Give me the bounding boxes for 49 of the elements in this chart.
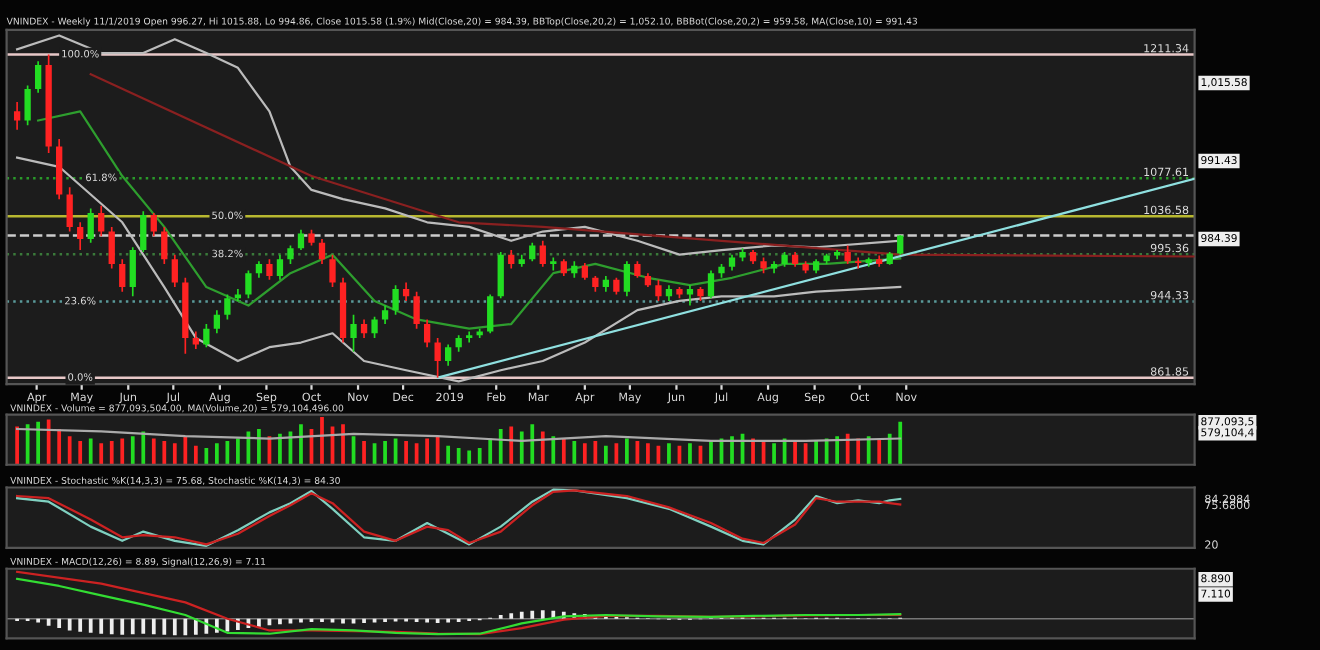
- candlestick: [434, 337, 441, 379]
- line-series: [89, 73, 1195, 258]
- candlestick: [203, 323, 210, 348]
- candlestick: [381, 304, 389, 325]
- candlestick: [24, 84, 31, 127]
- candlestick: [150, 212, 157, 237]
- candlestick: [98, 204, 105, 237]
- candlestick: [623, 260, 631, 298]
- line-series: [16, 156, 902, 383]
- candlestick: [445, 343, 452, 367]
- candlestick: [13, 101, 21, 131]
- candlestick: [655, 278, 662, 302]
- candlestick: [329, 253, 336, 288]
- line-series: [16, 34, 902, 256]
- candlestick: [34, 60, 42, 94]
- candlestick: [119, 258, 126, 293]
- candlestick: [77, 221, 84, 251]
- candlestick: [87, 207, 94, 244]
- candlestick: [140, 210, 147, 253]
- candlestick: [276, 253, 284, 281]
- candlestick: [287, 244, 294, 265]
- candlestick: [266, 258, 273, 281]
- candlestick: [497, 251, 504, 299]
- candlestick: [508, 249, 515, 270]
- candlestick: [171, 253, 178, 288]
- candlestick: [108, 226, 115, 270]
- candlestick: [213, 309, 221, 335]
- candlestick: [350, 313, 357, 353]
- candlestick: [539, 239, 546, 268]
- candlestick: [413, 290, 420, 330]
- candlestick: [550, 256, 557, 272]
- candlestick: [897, 234, 904, 256]
- candlestick: [707, 269, 715, 299]
- candlestick: [371, 315, 378, 339]
- candlestick: [360, 318, 368, 339]
- candlestick: [423, 318, 431, 348]
- candlestick: [161, 226, 168, 265]
- candlestick: [129, 246, 136, 298]
- candlestick: [392, 284, 399, 316]
- candlestick: [855, 256, 862, 270]
- candlestick: [466, 330, 473, 344]
- candlestick: [66, 186, 73, 233]
- candlestick: [487, 293, 494, 335]
- candlestick: [245, 269, 252, 299]
- candlestick: [224, 293, 231, 321]
- candlestick: [318, 238, 326, 265]
- candlestick: [844, 244, 851, 265]
- candlestick: [297, 228, 305, 251]
- candlestick: [529, 241, 536, 262]
